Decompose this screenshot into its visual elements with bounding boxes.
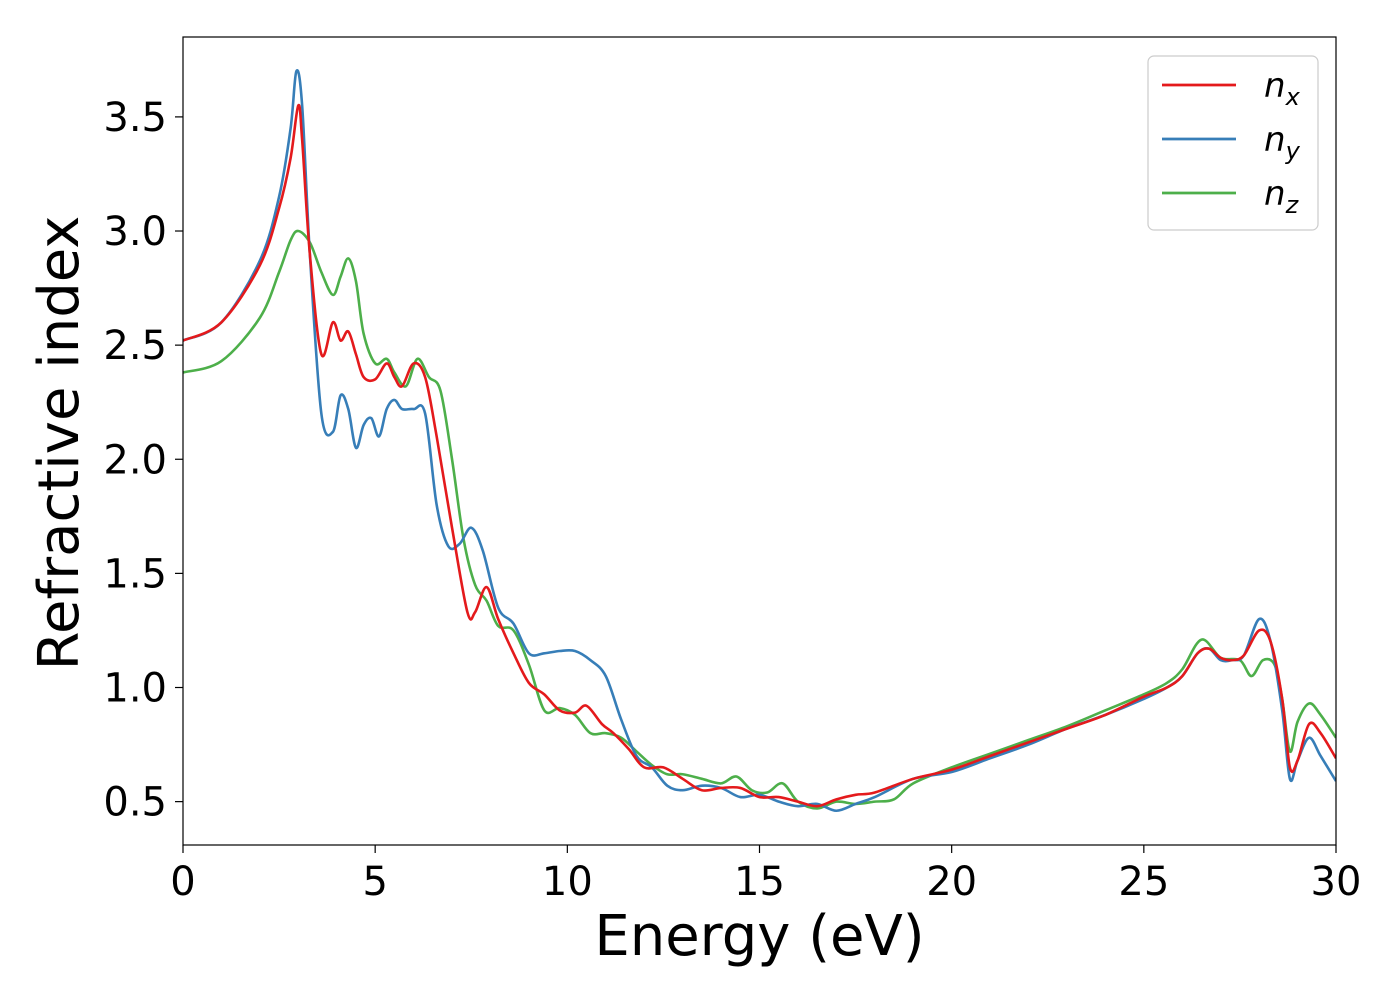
x-tick-label: 15 bbox=[734, 859, 785, 905]
series-line-nz bbox=[183, 229, 1336, 810]
legend-box bbox=[1147, 55, 1319, 231]
y-tick-label: 0.5 bbox=[103, 780, 167, 826]
legend-label-nz: nz bbox=[1264, 174, 1300, 219]
legend-label-ny: ny bbox=[1264, 120, 1301, 165]
x-tick-label: 20 bbox=[926, 859, 977, 905]
series-line-nx bbox=[183, 103, 1336, 808]
y-tick-label: 2.5 bbox=[103, 323, 167, 369]
legend-label-nx: nx bbox=[1264, 66, 1301, 111]
y-tick-label: 1.5 bbox=[103, 551, 167, 597]
x-tick-label: 5 bbox=[362, 859, 387, 905]
y-tick-label: 2.0 bbox=[103, 437, 167, 483]
y-axis-ticks: 0.5 1.0 1.5 2.0 2.5 3.0 3.5 bbox=[103, 95, 183, 826]
y-tick-label: 3.0 bbox=[103, 209, 167, 255]
y-axis-label: Refractive index bbox=[27, 216, 92, 671]
x-tick-label: 10 bbox=[542, 859, 593, 905]
x-tick-label: 25 bbox=[1118, 859, 1169, 905]
x-tick-label: 0 bbox=[170, 859, 195, 905]
x-axis-label: Energy (eV) bbox=[594, 904, 924, 969]
x-axis-ticks: 0 5 10 15 20 25 30 bbox=[170, 845, 1361, 905]
legend: nx ny nz bbox=[1147, 55, 1319, 231]
y-tick-label: 1.0 bbox=[103, 666, 167, 712]
series-layer bbox=[183, 69, 1336, 813]
x-tick-label: 30 bbox=[1311, 859, 1362, 905]
y-tick-label: 3.5 bbox=[103, 95, 167, 141]
